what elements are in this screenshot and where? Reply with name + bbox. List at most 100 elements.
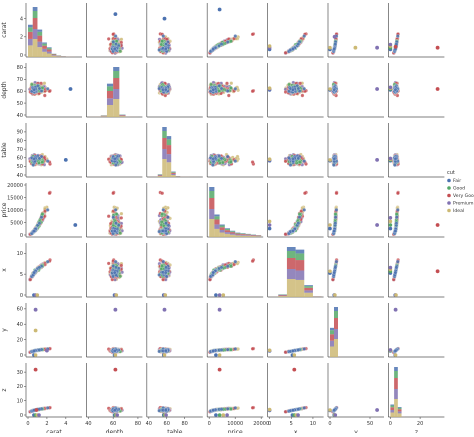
y-tick-label: 70 [17, 77, 23, 83]
outlier-point [163, 17, 167, 21]
panel-points [268, 32, 308, 55]
scatter-point [229, 86, 232, 89]
y-axis-label-depth: depth [1, 81, 8, 99]
hist-bar [42, 52, 47, 57]
scatter-point [230, 82, 233, 85]
outlier-point [114, 12, 118, 16]
hist-bar [28, 45, 33, 57]
panel-points [107, 12, 124, 55]
outlier-point [69, 87, 73, 91]
panel-carat-vs-table [147, 3, 203, 57]
hist-bar [101, 116, 107, 117]
scatter-point [114, 42, 117, 45]
hist-bar [42, 44, 47, 46]
panel-depth-vs-table [147, 63, 203, 117]
hist-bar [37, 47, 42, 57]
panel-points [158, 17, 172, 55]
hist-bar [28, 25, 33, 28]
y-tick-label: 0 [20, 53, 23, 59]
hist-bar [28, 39, 33, 45]
y-tick-label: 80 [17, 65, 23, 71]
scatter-point [303, 34, 306, 37]
scatter-point [30, 83, 33, 86]
scatter-point [234, 87, 237, 90]
scatter-point [164, 47, 167, 50]
hist-bar [52, 55, 57, 56]
y-tick-label: 40 [17, 113, 23, 119]
scatter-point [43, 94, 46, 97]
hist-bar [37, 36, 42, 42]
panel-carat-vs-x [268, 3, 324, 57]
scatter-point [38, 87, 41, 90]
scatter-point [220, 42, 223, 45]
hist-bar [37, 32, 42, 36]
hist-bar [113, 67, 119, 71]
y-tick-label: 4 [20, 16, 23, 22]
scatter-point [334, 42, 337, 45]
zero-point [389, 43, 393, 47]
hist-bar [33, 39, 38, 57]
hist-bar [37, 42, 42, 47]
panel-depth-vs-depth [86, 63, 142, 117]
scatter-point [162, 34, 165, 37]
hist-bar [42, 46, 47, 49]
scatter-point [114, 34, 117, 37]
scatter-point [333, 47, 336, 50]
scatter-point [41, 86, 44, 89]
scatter-point [113, 47, 116, 50]
panel-depth-vs-carat [26, 63, 82, 117]
scatter-point [218, 84, 221, 87]
hist-bar [52, 54, 57, 55]
y-tick-label: 60 [17, 89, 23, 95]
outlier-point [394, 45, 398, 49]
hist-bar [47, 48, 52, 49]
outlier-point [354, 46, 358, 50]
scatter-point [107, 37, 110, 40]
hist-bar [47, 54, 52, 57]
scatter-point [212, 47, 215, 50]
panel-points [28, 81, 72, 97]
scatter-point [212, 88, 215, 91]
hist-bar [47, 47, 52, 48]
panel-points [158, 81, 172, 97]
panel-points [328, 32, 379, 55]
hist-bar [47, 52, 52, 54]
scatter-point [226, 89, 229, 92]
y-tick-label: 2 [20, 35, 23, 41]
hist-bar [107, 91, 113, 98]
outlier-point [375, 46, 379, 50]
panel-points [268, 81, 308, 97]
y-axis-label-carat: carat [1, 22, 8, 38]
scatter-point [119, 50, 122, 53]
zero-point [268, 44, 272, 48]
hist-bar [107, 84, 113, 87]
hist-bar [113, 78, 119, 89]
scatter-point [396, 34, 399, 37]
scatter-point [251, 33, 254, 36]
y-tick-label: 50 [17, 101, 23, 107]
panel-carat-vs-depth [86, 3, 142, 57]
scatter-point [164, 88, 167, 91]
hist-bar [56, 56, 61, 57]
hist-bar [42, 49, 47, 52]
outlier-point [436, 46, 440, 50]
outlier-point [333, 35, 337, 39]
panel-depth-vs-x [268, 63, 324, 117]
hist-bar [33, 18, 38, 29]
scatter-point [234, 34, 237, 37]
panel-carat-vs-y [328, 3, 384, 57]
hist-bar [33, 29, 38, 39]
scatter-point [46, 87, 49, 90]
scatter-point [229, 40, 232, 43]
hist-bar [33, 7, 38, 11]
hist-bar [113, 89, 119, 99]
scatter-point [225, 82, 228, 85]
zero-point [328, 46, 332, 50]
hist-bar [113, 99, 119, 117]
scatter-point [297, 42, 300, 45]
scatter-point [251, 90, 254, 93]
hist-bar [37, 30, 42, 32]
hist-bar [28, 32, 33, 39]
scatter-point [158, 48, 161, 51]
